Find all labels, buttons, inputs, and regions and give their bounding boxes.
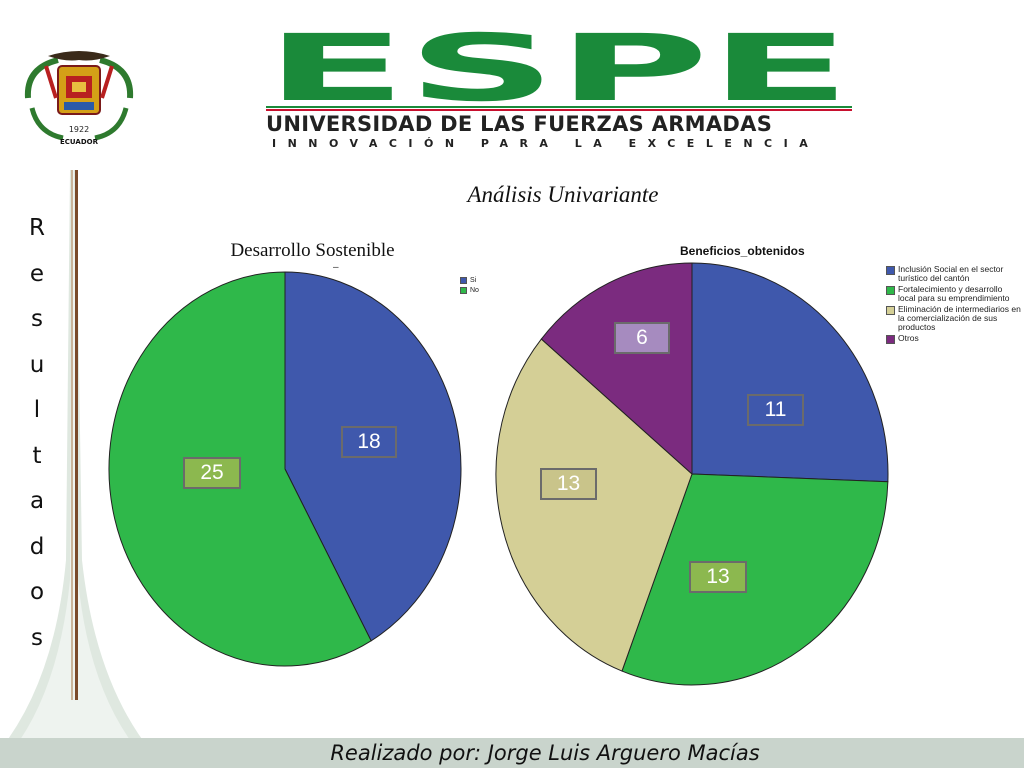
crest-year: 1922 (69, 125, 89, 134)
vertical-letter: u (29, 351, 45, 378)
vertical-letter: l (33, 397, 41, 423)
legend-swatch (886, 266, 895, 275)
legend-swatch (886, 335, 895, 344)
pie-slice-1 (621, 473, 889, 686)
crest-country: ECUADOR (60, 138, 99, 146)
vertical-letter: R (29, 215, 45, 241)
legend-item: Eliminación de intermediarios en la come… (886, 305, 1022, 332)
logo-tagline: INNOVACIÓN PARA LA EXCELENCIA (272, 137, 820, 150)
data-label-no: 25 (183, 457, 241, 489)
logo-rule (266, 106, 852, 111)
legend-swatch (460, 286, 467, 294)
pie-slice-0 (691, 262, 889, 483)
legend-label: Eliminación de intermediarios en la come… (898, 304, 1021, 332)
vertical-letter: s (31, 306, 43, 332)
legend-label: Inclusión Social en el sector turístico … (898, 264, 1004, 283)
data-label-si: 18 (341, 426, 397, 458)
divider-line-light (71, 170, 73, 700)
legend-item: Si (460, 275, 479, 285)
logo-subtitle: UNIVERSIDAD DE LAS FUERZAS ARMADAS (266, 112, 773, 136)
vertical-letter: a (29, 488, 45, 514)
espe-logo: ESPE UNIVERSIDAD DE LAS FUERZAS ARMADAS … (262, 30, 854, 150)
pie-slice-3 (540, 262, 693, 476)
data-label-fortalecimiento: 13 (689, 561, 747, 593)
legend-label: Otros (898, 333, 919, 343)
vertical-letter: e (29, 260, 45, 287)
vertical-letter: d (29, 533, 45, 560)
espe-word-text: ESPE (265, 30, 851, 105)
legend-item: No (460, 285, 479, 295)
legend-label: Fortalecimiento y desarrollo local para … (898, 284, 1010, 303)
data-label-eliminacion: 13 (540, 468, 597, 500)
pie-slice-2 (495, 338, 693, 672)
legend-swatch (886, 286, 895, 295)
chart1-legend: Si No (460, 275, 479, 295)
espe-wordmark: ESPE (265, 30, 851, 105)
chart1-title: Desarrollo Sostenible (230, 240, 395, 261)
footer-bar (0, 738, 1024, 768)
legend-item: Inclusión Social en el sector turístico … (886, 265, 1022, 283)
vertical-letter: s (31, 624, 43, 651)
vertical-letter: o (29, 579, 45, 605)
legend-swatch (460, 276, 467, 284)
data-label-otros: 6 (614, 322, 670, 354)
legend-swatch (886, 306, 895, 315)
data-label-inclusion: 11 (747, 394, 804, 426)
legend-item: Fortalecimiento y desarrollo local para … (886, 285, 1022, 303)
chart2-legend: Inclusión Social en el sector turístico … (886, 265, 1022, 346)
legend-label: No (470, 286, 479, 294)
vertical-word-resultados: R e s u l t a d o s (22, 212, 52, 667)
vertical-letter: t (32, 442, 42, 469)
page-title: Análisis Univariante (467, 182, 659, 207)
chart1-pie (108, 271, 462, 667)
divider-line (75, 170, 78, 700)
university-crest-icon: 1922 ECUADOR (24, 51, 134, 146)
legend-label: Si (470, 276, 477, 284)
chart2-pie (495, 262, 889, 686)
chart2-title: Beneficios_obtenidos (680, 244, 805, 258)
legend-item: Otros (886, 334, 1022, 344)
chart1-title-dash: – (333, 262, 339, 273)
footer-author: Realizado por: Jorge Luis Arguero Macías (330, 741, 760, 765)
